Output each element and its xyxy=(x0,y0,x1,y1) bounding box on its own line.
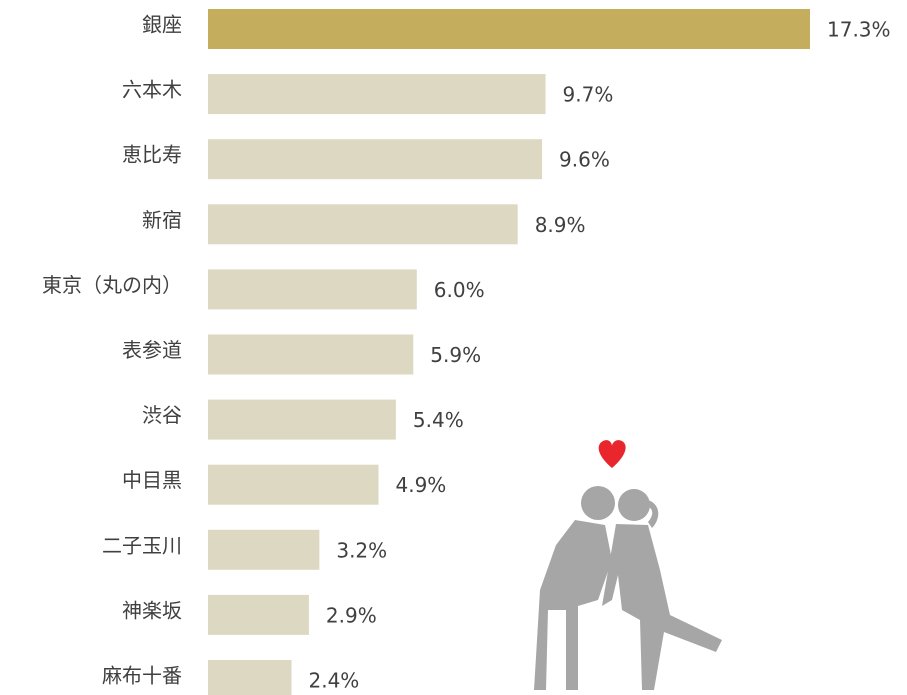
value-label: 5.4% xyxy=(413,408,464,432)
category-label: 新宿 xyxy=(142,208,182,232)
category-label: 表参道 xyxy=(122,338,182,362)
bar xyxy=(208,139,543,180)
category-label: 恵比寿 xyxy=(122,143,182,167)
bar xyxy=(208,464,379,505)
value-label: 5.9% xyxy=(430,343,481,367)
category-label: 中目黒 xyxy=(122,468,182,492)
bar xyxy=(208,9,810,49)
category-label: 二子玉川 xyxy=(102,533,182,557)
bar xyxy=(208,660,292,695)
category-label: 銀座 xyxy=(142,13,182,37)
category-label: 東京（丸の内） xyxy=(42,273,182,297)
category-label: 神楽坂 xyxy=(122,598,182,622)
bar xyxy=(208,269,417,310)
value-label: 9.7% xyxy=(563,83,614,107)
bar xyxy=(208,529,320,570)
bar xyxy=(208,594,309,635)
value-label: 2.9% xyxy=(326,603,377,627)
bar xyxy=(208,399,396,440)
value-label: 17.3% xyxy=(827,18,891,42)
bar xyxy=(208,204,518,245)
value-label: 9.6% xyxy=(559,148,610,172)
value-label: 2.4% xyxy=(309,669,360,693)
category-label: 麻布十番 xyxy=(102,664,182,688)
heart-icon xyxy=(598,440,626,468)
couple-illustration xyxy=(534,440,722,690)
value-label: 6.0% xyxy=(434,278,485,302)
value-label: 8.9% xyxy=(535,213,586,237)
bar xyxy=(208,74,546,115)
value-label: 4.9% xyxy=(396,473,447,497)
bar xyxy=(208,334,414,375)
category-label: 渋谷 xyxy=(142,403,182,427)
value-label: 3.2% xyxy=(336,538,387,562)
category-label: 六本木 xyxy=(122,78,182,102)
